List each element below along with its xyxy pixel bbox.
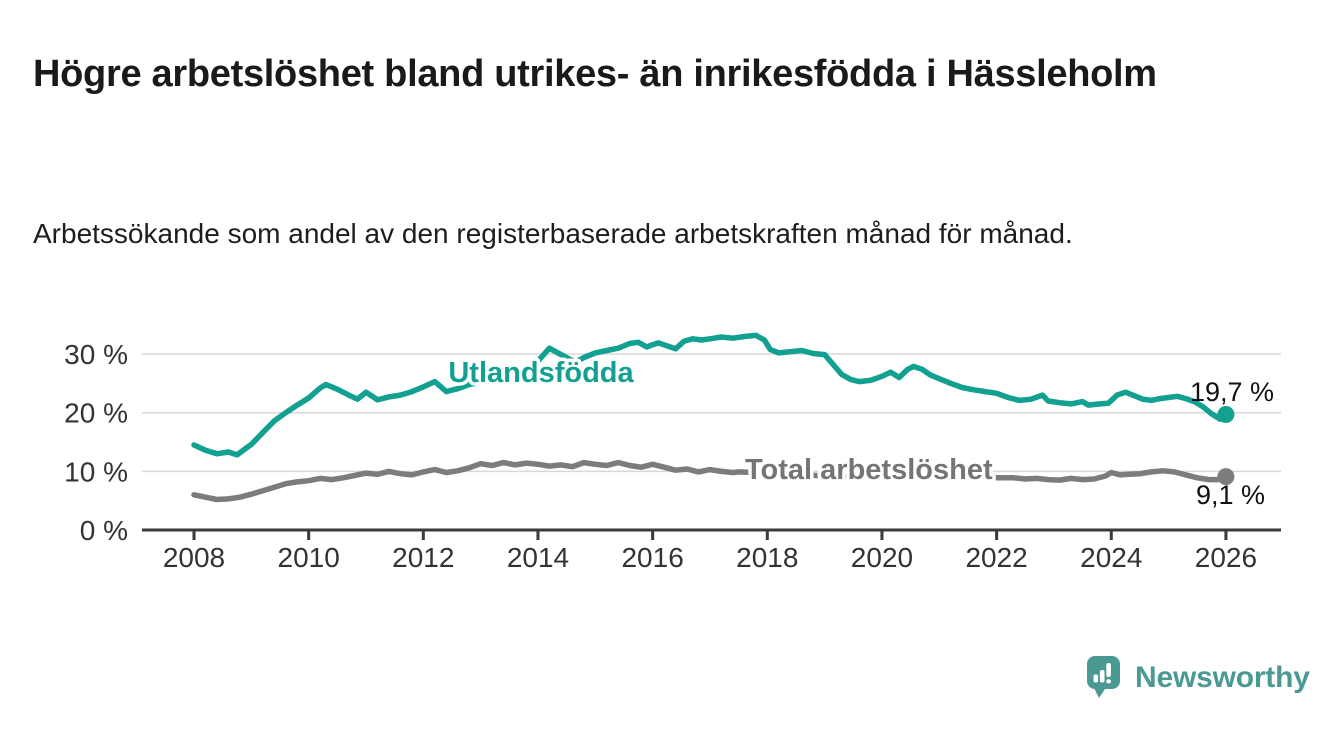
series-label-total: Total arbetslöshet [745, 454, 993, 486]
x-tick-label: 2024 [1080, 542, 1142, 573]
newsworthy-logo: Newsworthy [1086, 655, 1310, 700]
x-tick-label: 2012 [392, 542, 454, 573]
x-tick-label: 2018 [736, 542, 798, 573]
end-value-total: 9,1 % [1196, 480, 1265, 510]
x-tick-label: 2016 [621, 542, 683, 573]
chart-plot: 0 % 10 % 20 % 30 % 2008 2010 2012 2014 2016 2018 2… [64, 332, 1281, 573]
chart-labels: Utlandsfödda Total arbetslöshet 19,7 % 9… [445, 354, 1274, 511]
series-line [191, 459, 1229, 503]
series-line [191, 332, 1229, 458]
series-end-dot [1217, 468, 1235, 486]
x-tick-label: 2008 [163, 542, 225, 573]
y-tick-label: 0 % [80, 515, 128, 546]
page-subtitle: Arbetssökande som andel av den registerb… [33, 218, 1073, 249]
y-tick-label: 30 % [64, 339, 128, 370]
y-tick-label: 20 % [64, 398, 128, 429]
x-tick-label: 2020 [851, 542, 913, 573]
x-tick-label: 2026 [1195, 542, 1257, 573]
page-title: Högre arbetslöshet bland utrikes- än inr… [33, 53, 1157, 96]
series-label-utlandsfodda: Utlandsfödda [448, 357, 634, 389]
y-tick-label: 10 % [64, 456, 128, 487]
end-value-utlandsfodda: 19,7 % [1190, 377, 1274, 407]
x-tick-label: 2014 [507, 542, 569, 573]
x-tick-label: 2010 [278, 542, 340, 573]
x-tick-label: 2022 [965, 542, 1027, 573]
newsworthy-logo-text: Newsworthy [1135, 660, 1310, 694]
newsworthy-logo-icon [1087, 656, 1120, 698]
series-end-dot [1217, 406, 1235, 423]
unemployment-line-chart: 0 % 10 % 20 % 30 % 2008 2010 2012 2014 2016 2018 2… [64, 332, 1281, 573]
